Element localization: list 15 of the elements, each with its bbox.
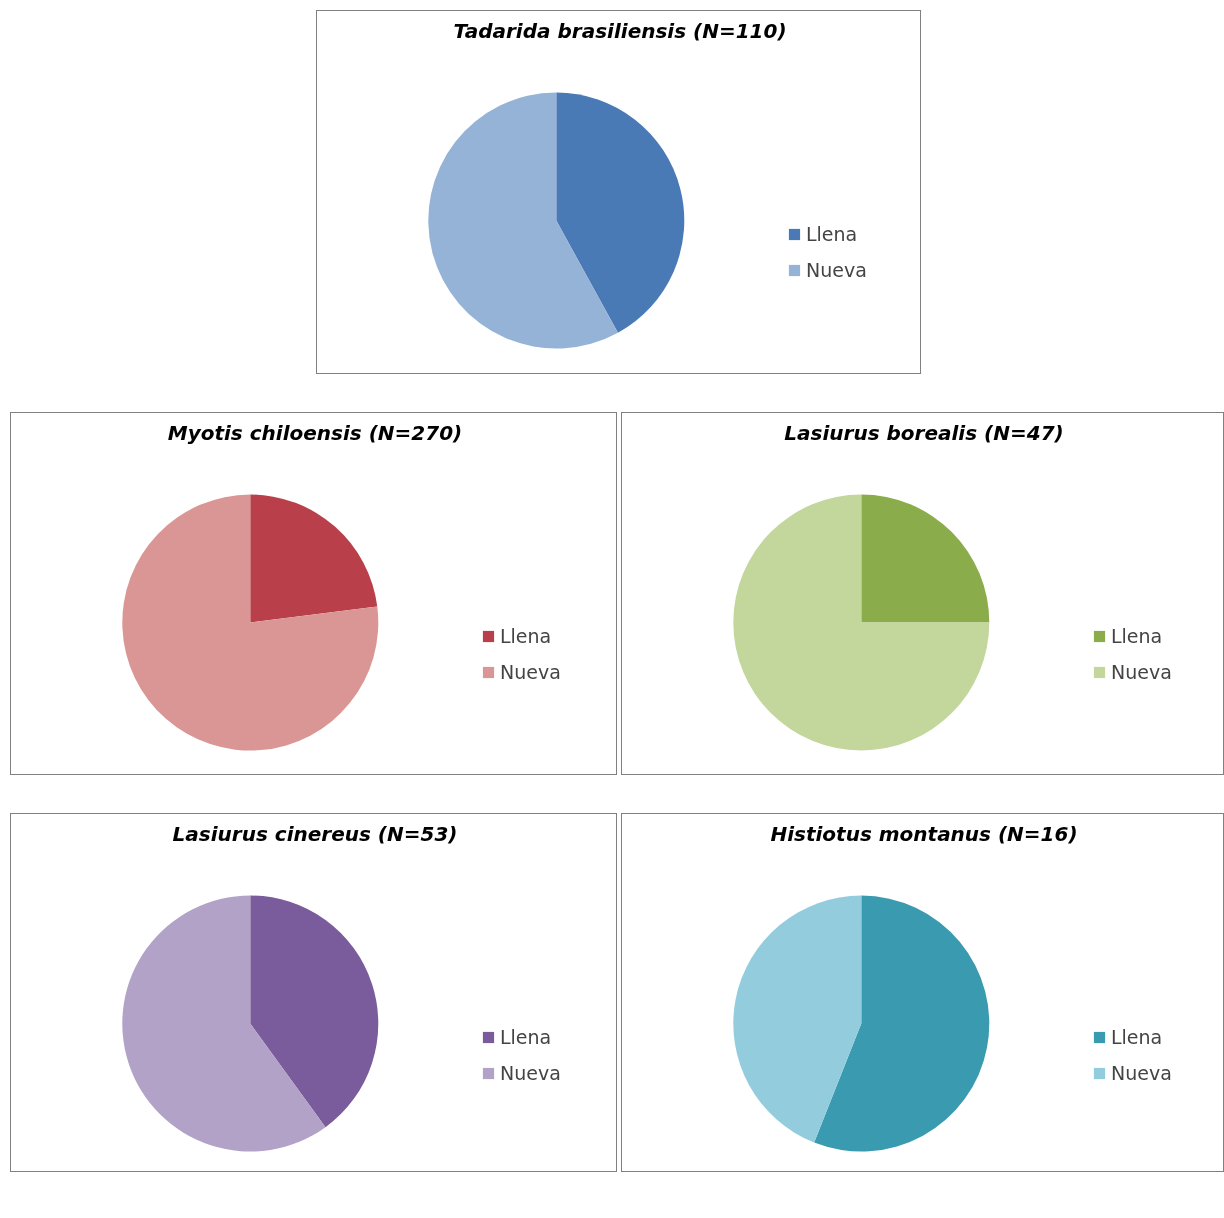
legend-label: Llena: [1111, 625, 1163, 647]
chart-title: Lasiurus cinereus (N=53): [172, 821, 458, 846]
chart-title: Lasiurus borealis (N=47): [784, 420, 1064, 445]
legend-label: Nueva: [806, 259, 867, 281]
legend-label: Llena: [1111, 1026, 1163, 1048]
chart-title: Histiotus montanus (N=16): [770, 821, 1078, 846]
legend-label: Nueva: [1111, 661, 1172, 683]
legend-label: Llena: [806, 223, 858, 245]
legend-label: Nueva: [1111, 1062, 1172, 1084]
legend-label: Nueva: [500, 1062, 561, 1084]
chart-title: Tadarida brasiliensis (N=110): [453, 18, 787, 43]
legend-label: Llena: [500, 625, 552, 647]
chart-title: Myotis chiloensis (N=270): [167, 420, 463, 445]
legend-label: Nueva: [500, 661, 561, 683]
legend-label: Llena: [500, 1026, 552, 1048]
